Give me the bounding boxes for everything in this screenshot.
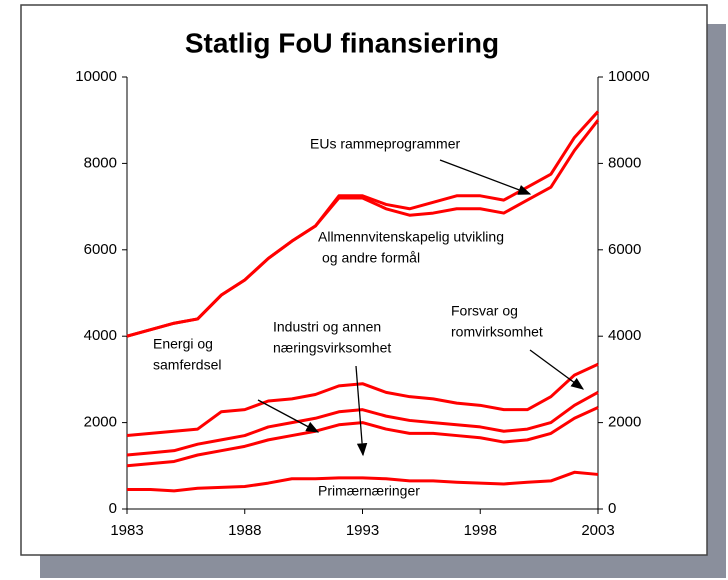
x-tick-label: 1998 (464, 522, 497, 539)
y2-tick-label: 0 (608, 500, 616, 517)
x-tick-label: 1993 (346, 522, 379, 539)
frame (20, 4, 708, 556)
annotation: romvirksomhet (451, 324, 543, 340)
annotation: Primærnæringer (318, 483, 420, 499)
annotation: Forsvar og (451, 303, 518, 319)
x-tick-label: 1988 (228, 522, 261, 539)
y-tick-label: 4000 (84, 327, 117, 344)
annotation: Allmennvitenskapelig utvikling (318, 229, 504, 245)
arrow (257, 399, 320, 433)
arrows (257, 159, 585, 457)
annotation: samferdsel (153, 357, 221, 373)
y-tick-label: 2000 (84, 414, 117, 431)
arrow (439, 159, 532, 195)
annotation: Energi og (153, 336, 213, 352)
series-line (127, 470, 599, 493)
x-tick-label: 1983 (110, 522, 143, 539)
annotation: EUs rammeprogrammer (310, 136, 460, 152)
arrow (355, 365, 368, 457)
arrow (529, 349, 585, 390)
y2-tick-label: 6000 (608, 241, 641, 258)
y2-tick-label: 2000 (608, 414, 641, 431)
annotation: Industri og annen (273, 319, 381, 335)
y-tick-label: 10000 (75, 68, 117, 85)
y-tick-label: 8000 (84, 154, 117, 171)
annotation: næringsvirksomhet (273, 340, 391, 356)
y-tick-label: 0 (109, 500, 117, 517)
series-line (126, 119, 600, 338)
series-line (126, 391, 599, 457)
series-line (126, 406, 599, 468)
annotation: og andre formål (322, 250, 420, 266)
y2-tick-label: 8000 (608, 154, 641, 171)
y2-tick-label: 10000 (608, 68, 650, 85)
chart-title: Statlig FoU finansiering (185, 27, 499, 58)
series-line (126, 362, 599, 438)
y2-tick-label: 4000 (608, 327, 641, 344)
y-tick-label: 6000 (84, 241, 117, 258)
x-tick-label: 2003 (581, 522, 614, 539)
